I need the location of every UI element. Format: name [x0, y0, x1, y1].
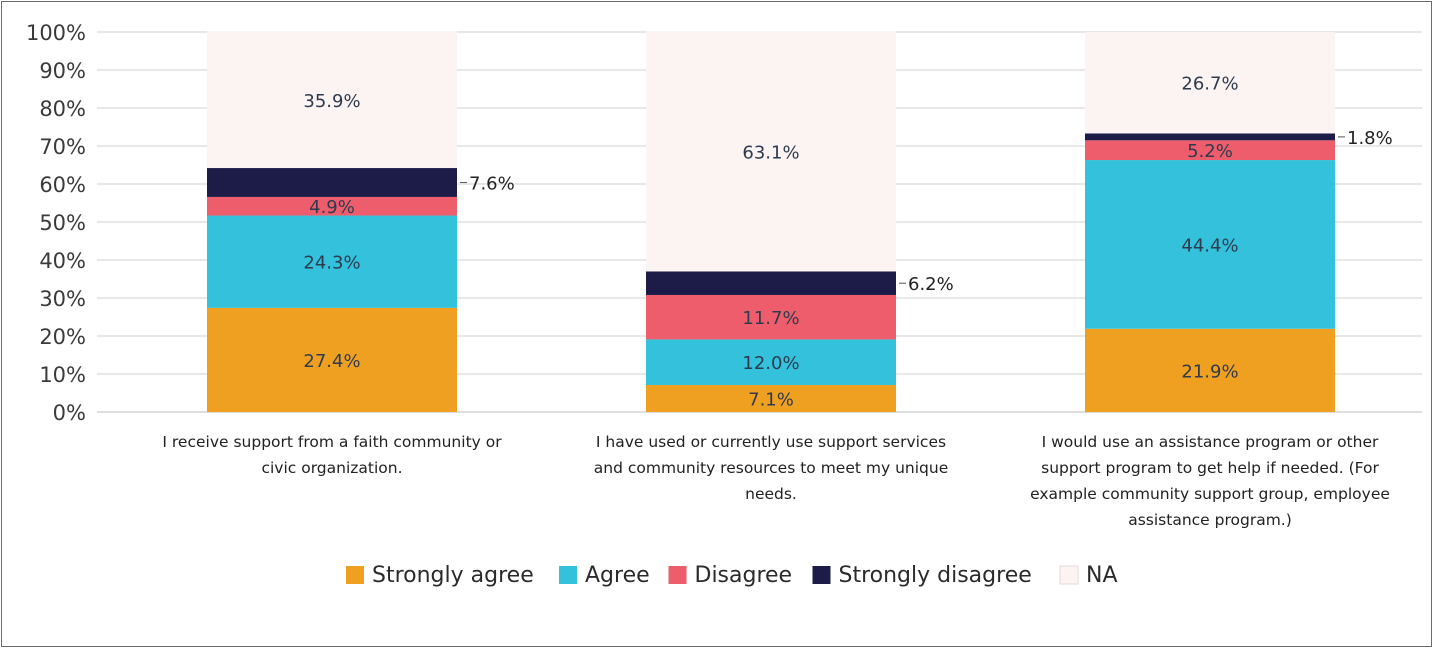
bar-segment-agree	[207, 215, 457, 308]
x-category-label: example community support group, employe…	[1030, 485, 1390, 503]
x-category-label: needs.	[745, 485, 797, 503]
bar-segment-strongly-disagree	[1085, 133, 1335, 141]
bar-segment-strongly-disagree	[646, 271, 896, 295]
legend-item: Strongly disagree	[812, 563, 1032, 588]
legend-item: Agree	[559, 563, 650, 588]
legend-label: Disagree	[695, 563, 793, 588]
data-label: 27.4%	[303, 351, 360, 372]
x-category-label: I have used or currently use support ser…	[596, 433, 946, 451]
legend-item: NA	[1059, 563, 1118, 588]
legend-label: Strongly disagree	[839, 563, 1032, 588]
bar-segment-na	[207, 31, 457, 169]
bar-segment-strongly-agree	[207, 307, 457, 412]
y-axis-tick-labels: 0% 10% 20% 30% 40% 50% 60% 70% 80% 90% 100%	[26, 21, 86, 425]
legend-swatch	[668, 566, 687, 584]
data-label: 63.1%	[742, 143, 799, 164]
x-category-label: I would use an assistance program or oth…	[1042, 433, 1379, 451]
bar-segment-agree	[646, 339, 896, 386]
data-label: 21.9%	[1181, 361, 1238, 382]
category-labels: I receive support from a faith community…	[162, 433, 1390, 529]
bar-segment-na	[1085, 32, 1335, 134]
data-label: 26.7%	[1181, 74, 1238, 95]
x-category-label: assistance program.)	[1128, 511, 1292, 529]
legend-item: Strongly agree	[346, 563, 534, 588]
y-tick-label: 60%	[39, 173, 86, 197]
x-category-label: civic organization.	[261, 459, 402, 477]
bar-segment-strongly-agree	[1085, 328, 1335, 412]
data-label: 35.9%	[303, 91, 360, 112]
legend-swatch	[559, 566, 577, 584]
data-label: 24.3%	[303, 253, 360, 274]
y-tick-label: 80%	[39, 97, 86, 121]
bar-segment-disagree	[207, 196, 457, 216]
legend-label: Strongly agree	[372, 563, 534, 588]
y-tick-label: 40%	[39, 249, 86, 273]
y-tick-label: 70%	[39, 135, 86, 159]
x-category-label: support program to get help if needed. (…	[1041, 459, 1379, 477]
y-tick-label: 0%	[53, 401, 86, 425]
x-category-label: and community resources to meet my uniqu…	[594, 459, 948, 477]
y-tick-label: 10%	[39, 363, 86, 387]
bar-segment-strongly-agree	[646, 385, 896, 412]
y-tick-label: 30%	[39, 287, 86, 311]
data-label: 7.1%	[748, 390, 794, 411]
legend-item: Disagree	[668, 563, 793, 588]
y-tick-label: 20%	[39, 325, 86, 349]
data-label: 4.9%	[309, 197, 355, 218]
legend-label: NA	[1086, 563, 1118, 588]
bar-segment-na	[646, 31, 896, 272]
legend-label: Agree	[585, 563, 650, 588]
legend-swatch	[346, 566, 364, 584]
data-label: 12.0%	[742, 353, 799, 374]
data-label: 5.2%	[1187, 141, 1233, 162]
bar-segment-agree	[1085, 160, 1335, 329]
x-category-label: I receive support from a faith community…	[162, 433, 502, 451]
data-label: 6.2%	[908, 274, 954, 295]
data-label: 11.7%	[742, 308, 799, 329]
bar-segment-strongly-disagree	[207, 168, 457, 197]
bar-segment-disagree	[646, 294, 896, 340]
legend-swatch	[812, 566, 831, 584]
bars: 27.4% 24.3% 4.9% 35.9% 7.1% 12.0% 11.7% 63.1% 21…	[207, 31, 1335, 412]
bar-segment-disagree	[1085, 140, 1335, 161]
data-label: 44.4%	[1181, 235, 1238, 256]
legend: Strongly agree Agree Disagree Strongly disa…	[346, 563, 1118, 588]
y-tick-label: 50%	[39, 211, 86, 235]
legend-swatch	[1059, 565, 1079, 585]
callouts: 7.6% 6.2% 1.8%	[460, 128, 1393, 295]
data-label: 1.8%	[1347, 128, 1393, 149]
y-tick-label: 90%	[39, 59, 86, 83]
y-tick-label: 100%	[26, 21, 86, 45]
data-label: 7.6%	[469, 173, 515, 194]
